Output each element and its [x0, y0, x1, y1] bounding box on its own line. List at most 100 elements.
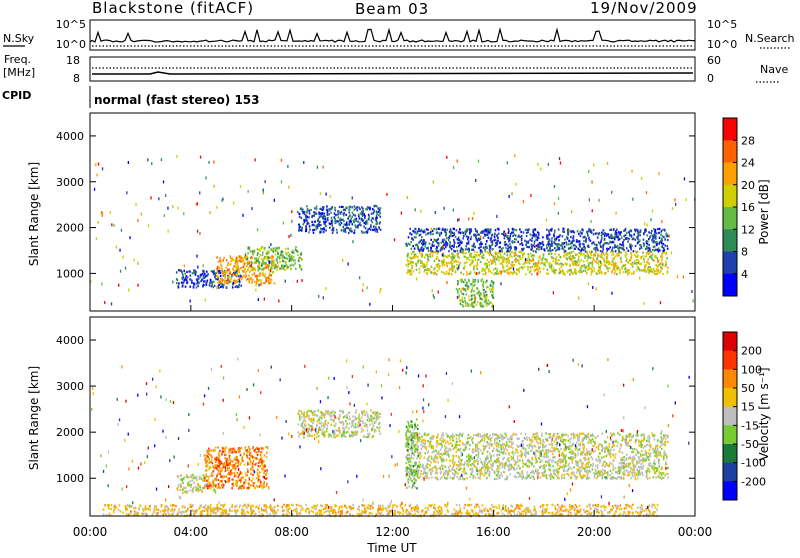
data-pixel — [348, 216, 350, 218]
data-pixel — [507, 248, 509, 250]
data-pixel — [373, 209, 375, 211]
data-pixel — [430, 239, 432, 241]
data-pixel — [579, 245, 581, 247]
data-pixel — [665, 263, 667, 265]
data-pixel — [354, 205, 356, 207]
data-pixel — [594, 268, 596, 270]
data-pixel — [564, 443, 566, 445]
data-pixel — [376, 223, 378, 225]
data-pixel — [250, 460, 252, 462]
data-pixel — [497, 255, 499, 257]
data-pixel — [214, 458, 216, 460]
data-pixel — [478, 247, 480, 249]
data-pixel — [473, 212, 474, 215]
data-pixel — [684, 177, 685, 180]
data-pixel — [338, 417, 340, 419]
data-pixel — [597, 249, 599, 251]
data-pixel — [504, 467, 506, 469]
data-pixel — [523, 248, 525, 250]
data-pixel — [193, 477, 195, 479]
data-pixel — [343, 229, 345, 231]
data-pixel — [456, 264, 458, 266]
data-pixel — [284, 269, 286, 271]
data-pixel — [557, 476, 559, 478]
data-pixel — [637, 232, 639, 234]
data-pixel — [631, 170, 632, 173]
data-pixel — [546, 244, 548, 246]
data-pixel — [362, 429, 364, 431]
data-pixel — [433, 294, 434, 297]
data-pixel — [257, 228, 258, 231]
data-pixel — [623, 235, 625, 237]
data-pixel — [600, 241, 602, 243]
data-pixel — [479, 295, 481, 297]
data-pixel — [350, 221, 352, 223]
data-pixel — [232, 268, 234, 270]
data-pixel — [440, 448, 442, 450]
data-pixel — [425, 245, 426, 248]
data-pixel — [199, 486, 201, 488]
data-pixel — [349, 435, 351, 437]
data-pixel — [186, 476, 188, 478]
colorbar-swatch — [723, 274, 737, 297]
data-pixel — [575, 248, 577, 250]
data-pixel — [616, 273, 618, 275]
data-pixel — [151, 162, 152, 165]
data-pixel — [299, 257, 301, 259]
data-pixel — [269, 279, 271, 281]
data-pixel — [642, 454, 644, 456]
data-pixel — [512, 228, 514, 230]
data-pixel — [309, 229, 311, 231]
data-pixel — [519, 454, 521, 456]
data-pixel — [500, 254, 502, 256]
data-pixel — [531, 244, 533, 246]
power-scatter-data — [90, 154, 695, 308]
data-pixel — [356, 206, 358, 208]
data-pixel — [307, 413, 309, 415]
data-pixel — [646, 247, 648, 249]
data-pixel — [206, 475, 208, 477]
data-pixel — [628, 250, 630, 252]
data-pixel — [342, 427, 344, 429]
data-pixel — [372, 217, 374, 219]
data-pixel — [337, 210, 338, 213]
data-pixel — [444, 239, 446, 241]
data-pixel — [638, 260, 640, 262]
data-pixel — [303, 161, 304, 164]
data-pixel — [555, 243, 557, 245]
data-pixel — [553, 267, 554, 270]
data-pixel — [608, 248, 610, 250]
data-pixel — [457, 250, 459, 252]
data-pixel — [496, 240, 498, 242]
data-pixel — [662, 252, 664, 254]
data-pixel — [247, 471, 249, 473]
data-pixel — [474, 294, 476, 296]
data-pixel — [542, 236, 544, 238]
data-pixel — [566, 244, 568, 246]
data-pixel — [420, 248, 422, 250]
data-pixel — [473, 268, 475, 270]
data-pixel — [580, 243, 582, 245]
data-pixel — [196, 286, 198, 288]
data-pixel — [248, 483, 250, 485]
data-pixel — [459, 288, 461, 290]
data-pixel — [456, 451, 458, 453]
data-pixel — [611, 292, 612, 295]
data-pixel — [535, 228, 537, 230]
data-pixel — [167, 207, 168, 210]
data-pixel — [484, 469, 486, 471]
data-pixel — [626, 232, 628, 234]
data-pixel — [636, 469, 638, 471]
data-pixel — [493, 256, 495, 258]
data-pixel — [366, 411, 368, 413]
data-pixel — [591, 254, 593, 256]
data-pixel — [429, 243, 431, 245]
data-pixel — [652, 235, 654, 237]
data-pixel — [268, 268, 270, 270]
data-pixel — [610, 235, 612, 237]
data-pixel — [446, 229, 448, 231]
data-pixel — [523, 263, 525, 265]
data-pixel — [507, 272, 509, 274]
data-pixel — [515, 251, 517, 253]
data-pixel — [617, 247, 619, 249]
